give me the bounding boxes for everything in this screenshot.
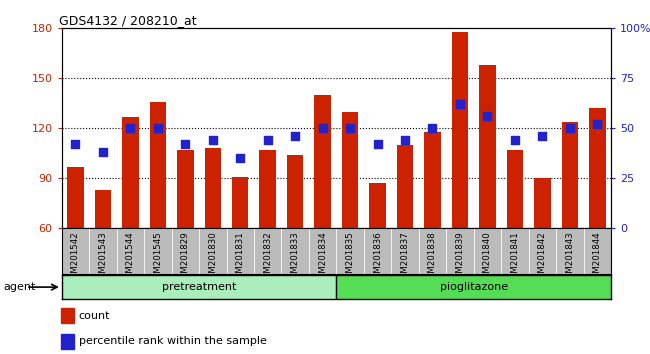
Point	[510, 137, 520, 143]
Text: GSM201832: GSM201832	[263, 232, 272, 284]
Bar	[205, 148, 221, 228]
Text: GSM201831: GSM201831	[236, 232, 245, 284]
Bar	[342, 112, 358, 228]
Text: percentile rank within the sample: percentile rank within the sample	[79, 336, 266, 346]
Point	[565, 126, 575, 131]
Text: GSM201836: GSM201836	[373, 232, 382, 284]
Bar	[424, 132, 441, 228]
Point	[455, 102, 465, 107]
Bar	[506, 150, 523, 228]
Text: GSM201545: GSM201545	[153, 232, 162, 284]
Text: count: count	[79, 311, 110, 321]
Text: GSM201842: GSM201842	[538, 232, 547, 284]
Text: GSM201542: GSM201542	[71, 232, 80, 284]
Bar	[479, 65, 496, 228]
Bar	[369, 183, 386, 228]
Text: GSM201834: GSM201834	[318, 232, 327, 284]
Text: GSM201838: GSM201838	[428, 232, 437, 284]
Text: GDS4132 / 208210_at: GDS4132 / 208210_at	[59, 14, 197, 27]
Point	[70, 142, 81, 147]
Bar	[589, 108, 606, 228]
Point	[125, 126, 136, 131]
Bar	[452, 32, 468, 228]
Point	[207, 137, 218, 143]
Bar	[337, 275, 611, 299]
Bar	[122, 117, 138, 228]
Text: GSM201840: GSM201840	[483, 232, 492, 284]
Point	[345, 126, 356, 131]
Point	[290, 133, 300, 139]
Point	[400, 137, 410, 143]
Text: pretreatment: pretreatment	[162, 282, 236, 292]
Point	[180, 142, 190, 147]
Bar	[259, 150, 276, 228]
Point	[235, 155, 246, 161]
Text: GSM201829: GSM201829	[181, 232, 190, 284]
Text: GSM201543: GSM201543	[98, 232, 107, 284]
Bar	[287, 155, 304, 228]
Bar	[232, 177, 248, 228]
Point	[317, 126, 328, 131]
Bar	[150, 102, 166, 228]
Point	[372, 142, 383, 147]
Bar	[534, 178, 551, 228]
Bar	[61, 334, 73, 349]
Bar	[62, 275, 337, 299]
Point	[98, 149, 108, 155]
Point	[153, 126, 163, 131]
Bar	[562, 122, 578, 228]
Text: GSM201837: GSM201837	[400, 232, 410, 284]
Point	[482, 114, 493, 119]
Text: pioglitazone: pioglitazone	[439, 282, 508, 292]
Bar	[61, 308, 73, 323]
Text: GSM201544: GSM201544	[126, 232, 135, 284]
Text: GSM201833: GSM201833	[291, 232, 300, 284]
Point	[427, 126, 437, 131]
Text: agent: agent	[3, 282, 36, 292]
Text: GSM201835: GSM201835	[346, 232, 355, 284]
Point	[592, 121, 603, 127]
Point	[263, 137, 273, 143]
Text: GSM201830: GSM201830	[208, 232, 217, 284]
Bar	[177, 150, 194, 228]
Bar	[396, 145, 413, 228]
Point	[537, 133, 547, 139]
Bar	[67, 167, 84, 228]
Text: GSM201839: GSM201839	[456, 232, 465, 284]
Text: GSM201841: GSM201841	[510, 232, 519, 284]
Bar	[95, 190, 111, 228]
Text: GSM201843: GSM201843	[566, 232, 575, 284]
Bar	[315, 95, 331, 228]
Text: GSM201844: GSM201844	[593, 232, 602, 284]
